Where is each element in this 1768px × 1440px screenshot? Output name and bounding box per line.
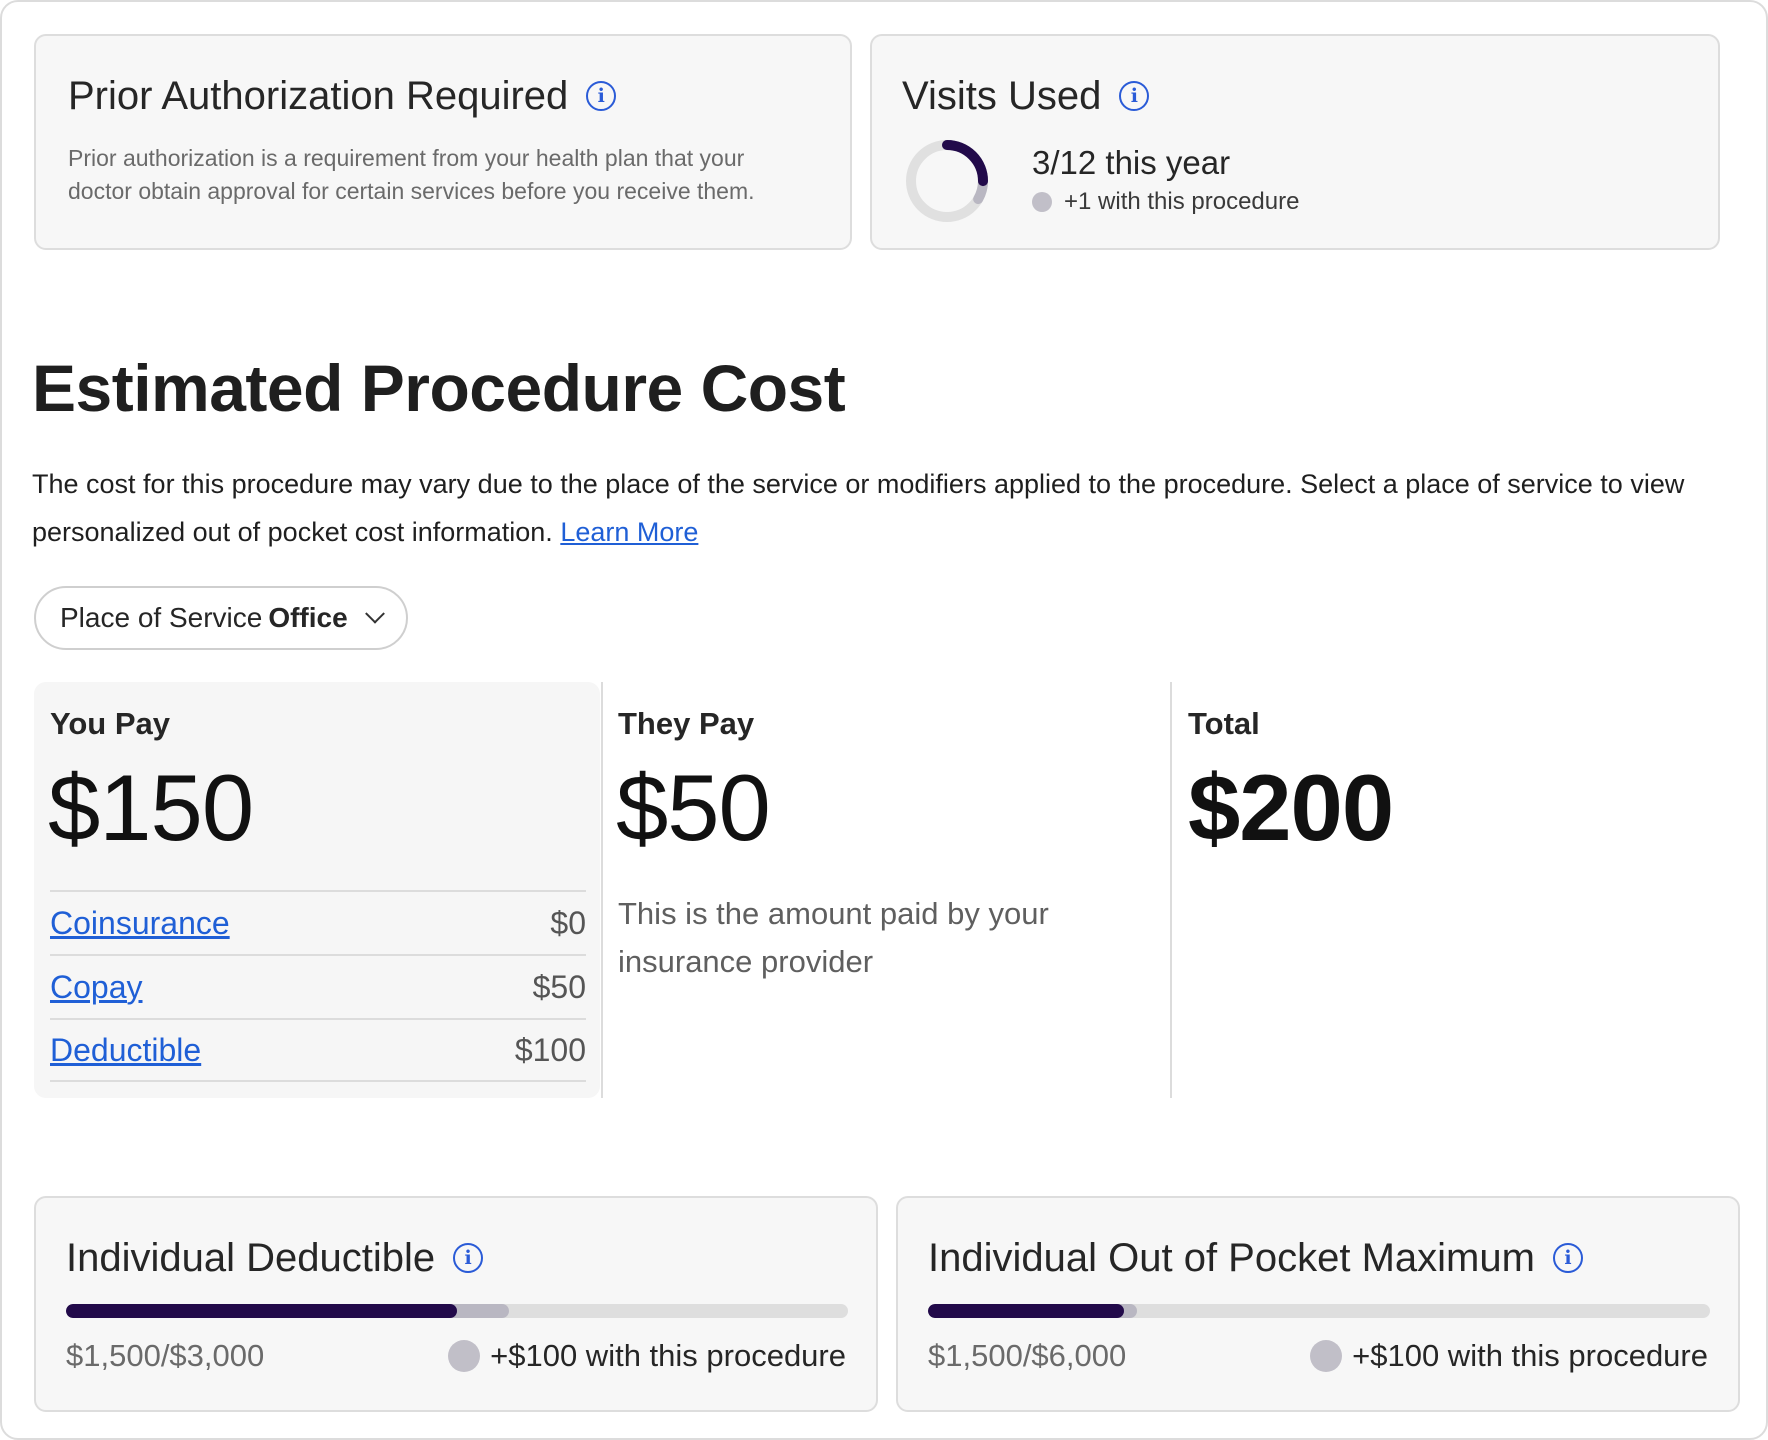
breakdown-row: Copay $50 xyxy=(50,954,586,1018)
oop-progress-text: $1,500/$6,000 xyxy=(928,1338,1127,1373)
oop-maximum-card: Individual Out of Pocket Maximum i $1,50… xyxy=(896,1196,1740,1412)
column-divider xyxy=(1170,682,1172,1098)
breakdown-row: Coinsurance $0 xyxy=(50,890,586,954)
deductible-value: $100 xyxy=(514,1031,586,1068)
copay-value: $50 xyxy=(532,968,586,1005)
visits-donut-chart xyxy=(902,136,992,226)
visits-used-title: Visits Used xyxy=(902,74,1102,118)
total-amount: $200 xyxy=(1188,755,1394,860)
oop-maximum-title: Individual Out of Pocket Maximum xyxy=(928,1236,1535,1280)
cost-intro-text: The cost for this procedure may vary due… xyxy=(32,469,1685,547)
place-of-service-label: Place of Service xyxy=(60,602,263,633)
info-icon[interactable]: i xyxy=(453,1243,484,1273)
deductible-current-fill xyxy=(66,1304,457,1318)
visits-used-card: Visits Used i 3/12 this year +1 with thi… xyxy=(870,34,1720,250)
chevron-down-icon xyxy=(365,603,385,624)
you-pay-label: You Pay xyxy=(50,706,171,741)
you-pay-amount: $150 xyxy=(48,755,254,860)
pending-dot-icon xyxy=(1032,192,1052,212)
visits-summary: 3/12 this year xyxy=(1032,144,1231,181)
individual-deductible-card: Individual Deductible i $1,500/$3,000 +$… xyxy=(34,1196,878,1412)
info-icon[interactable]: i xyxy=(1119,81,1150,111)
copay-link[interactable]: Copay xyxy=(50,968,143,1005)
prior-authorization-description: Prior authorization is a requirement fro… xyxy=(68,145,755,204)
oop-pending-note: +$100 with this procedure xyxy=(1310,1338,1708,1374)
deductible-link[interactable]: Deductible xyxy=(50,1031,202,1068)
individual-deductible-title: Individual Deductible xyxy=(66,1236,436,1280)
deductible-pending-note: +$100 with this procedure xyxy=(448,1338,846,1374)
page-title: Estimated Procedure Cost xyxy=(32,351,846,425)
coinsurance-value: $0 xyxy=(550,904,586,941)
oop-current-fill xyxy=(928,1304,1124,1318)
they-pay-description: This is the amount paid by your insuranc… xyxy=(618,896,1049,979)
place-of-service-value: Office xyxy=(268,602,348,633)
learn-more-link[interactable]: Learn More xyxy=(560,517,699,547)
visits-pending-note: +1 with this procedure xyxy=(1032,188,1299,216)
coinsurance-link[interactable]: Coinsurance xyxy=(50,904,230,941)
deductible-progress-bar xyxy=(66,1304,848,1318)
column-divider xyxy=(601,682,603,1098)
deductible-progress-text: $1,500/$3,000 xyxy=(66,1338,265,1373)
info-icon[interactable]: i xyxy=(1552,1243,1583,1273)
info-icon[interactable]: i xyxy=(586,81,617,111)
total-label: Total xyxy=(1188,706,1260,741)
prior-authorization-card: Prior Authorization Required i Prior aut… xyxy=(34,34,852,250)
you-pay-breakdown: Coinsurance $0 Copay $50 Deductible $100 xyxy=(50,890,586,1082)
pending-dot-icon xyxy=(448,1340,481,1372)
prior-authorization-title: Prior Authorization Required xyxy=(68,74,569,118)
they-pay-label: They Pay xyxy=(618,706,755,741)
pending-dot-icon xyxy=(1310,1340,1343,1372)
they-pay-amount: $50 xyxy=(616,755,771,860)
breakdown-row: Deductible $100 xyxy=(50,1018,586,1082)
visits-used-arc xyxy=(906,140,988,222)
you-pay-panel: You Pay $150 Coinsurance $0 Copay $50 De… xyxy=(34,682,600,1098)
place-of-service-select[interactable]: Place of Service Office xyxy=(34,586,408,650)
oop-progress-bar xyxy=(928,1304,1710,1318)
